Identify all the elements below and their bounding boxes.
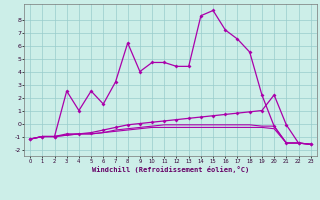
X-axis label: Windchill (Refroidissement éolien,°C): Windchill (Refroidissement éolien,°C)	[92, 166, 249, 173]
